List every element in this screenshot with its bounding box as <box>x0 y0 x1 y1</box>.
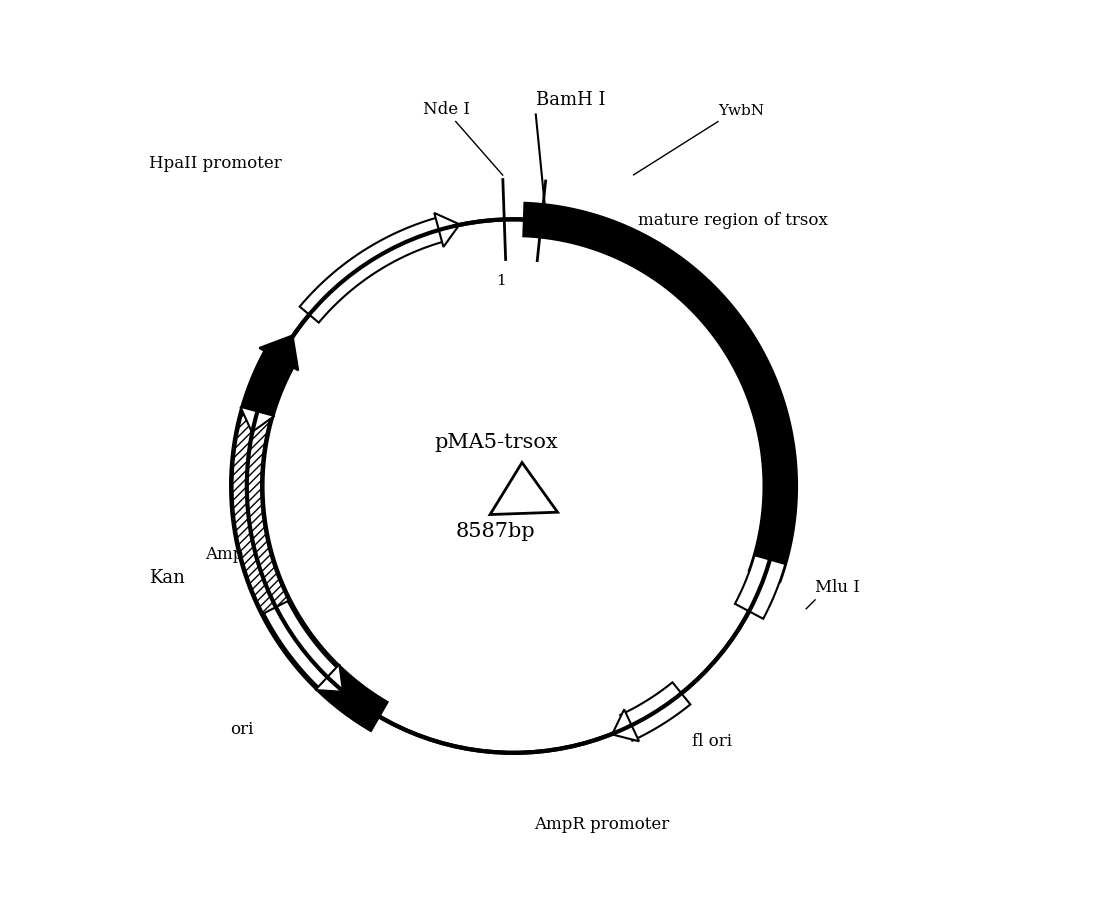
Text: mature region of trsox: mature region of trsox <box>638 212 828 228</box>
Polygon shape <box>434 214 460 248</box>
Polygon shape <box>232 414 320 667</box>
Text: Kan: Kan <box>150 568 185 586</box>
Text: ori: ori <box>230 720 253 737</box>
Polygon shape <box>300 217 448 323</box>
Polygon shape <box>735 556 786 619</box>
Text: pMA5-trsox: pMA5-trsox <box>434 433 558 452</box>
Text: 1: 1 <box>497 273 507 288</box>
Polygon shape <box>259 336 298 371</box>
Text: HpaII promoter: HpaII promoter <box>150 155 281 172</box>
Polygon shape <box>612 710 639 741</box>
Text: 8587bp: 8587bp <box>456 521 536 540</box>
Text: YwbN: YwbN <box>718 104 764 118</box>
Text: Nde I: Nde I <box>423 101 470 118</box>
Text: BamH I: BamH I <box>536 91 605 109</box>
Polygon shape <box>240 408 275 433</box>
Text: Mlu I: Mlu I <box>815 579 860 595</box>
Text: Amp: Amp <box>204 546 243 562</box>
Text: fl ori: fl ori <box>692 732 732 749</box>
Polygon shape <box>316 665 343 692</box>
Polygon shape <box>229 345 389 732</box>
Polygon shape <box>490 463 558 515</box>
Polygon shape <box>620 683 691 741</box>
Polygon shape <box>264 602 340 691</box>
Polygon shape <box>522 202 798 584</box>
Text: AmpR promoter: AmpR promoter <box>535 815 670 833</box>
